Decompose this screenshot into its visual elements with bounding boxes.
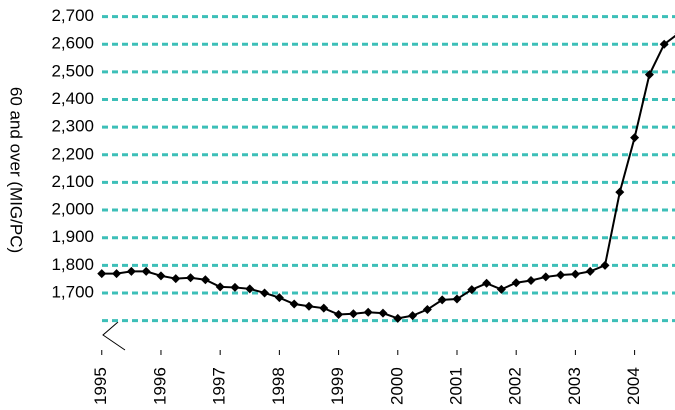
y-tick-label: 1,700 (51, 282, 94, 301)
y-tick-label: 2,400 (51, 89, 94, 108)
marker (408, 311, 418, 321)
marker (112, 269, 122, 279)
y-tick-label: 2,500 (51, 61, 94, 80)
marker (200, 275, 210, 285)
marker (230, 282, 240, 292)
marker (289, 299, 299, 309)
marker (482, 278, 492, 288)
x-tick-label: 2004 (624, 367, 643, 405)
marker (348, 309, 358, 319)
marker (526, 276, 536, 286)
x-tick-label: 2000 (387, 367, 406, 405)
x-tick-label: 1995 (91, 367, 110, 405)
marker (378, 308, 388, 318)
y-tick-label: 2,300 (51, 117, 94, 136)
marker (452, 294, 462, 304)
marker (437, 295, 447, 305)
y-tick-label: 1,800 (51, 255, 94, 274)
marker (659, 39, 669, 49)
y-axis-label: 60 and over (MIG/PC) (7, 87, 26, 253)
y-tick-label: 2,000 (51, 200, 94, 219)
marker (556, 270, 566, 280)
marker (186, 273, 196, 283)
marker (156, 271, 166, 281)
x-tick-label: 2003 (565, 367, 584, 405)
marker (304, 301, 314, 311)
marker (467, 285, 477, 295)
marker (141, 266, 151, 276)
marker (585, 266, 595, 276)
marker (274, 293, 284, 303)
marker (319, 303, 329, 313)
marker (496, 284, 506, 294)
marker (126, 266, 136, 276)
marker (615, 187, 625, 197)
marker (171, 274, 181, 284)
marker (630, 133, 640, 143)
marker (363, 307, 373, 317)
x-tick-label: 2002 (506, 367, 525, 405)
marker (334, 310, 344, 320)
x-tick-label: 1999 (328, 367, 347, 405)
y-tick-label: 2,100 (51, 172, 94, 191)
marker (511, 278, 521, 288)
marker (215, 282, 225, 292)
marker (644, 70, 654, 80)
x-tick-label: 1997 (210, 367, 229, 405)
y-tick-label: 2,200 (51, 144, 94, 163)
x-tick-label: 1998 (269, 367, 288, 405)
marker (570, 269, 580, 279)
x-tick-label: 1996 (150, 367, 169, 405)
x-tick-label: 2001 (446, 367, 465, 405)
marker (260, 288, 270, 298)
marker (393, 313, 403, 323)
marker (245, 284, 255, 294)
y-tick-label: 1,900 (51, 227, 94, 246)
axis-break (102, 321, 126, 351)
marker (97, 269, 107, 279)
line (101, 34, 675, 320)
marker (541, 272, 551, 282)
y-tick-label: 2,700 (51, 6, 94, 25)
y-tick-label: 2,600 (51, 34, 94, 53)
marker (422, 305, 432, 315)
marker (600, 260, 610, 270)
